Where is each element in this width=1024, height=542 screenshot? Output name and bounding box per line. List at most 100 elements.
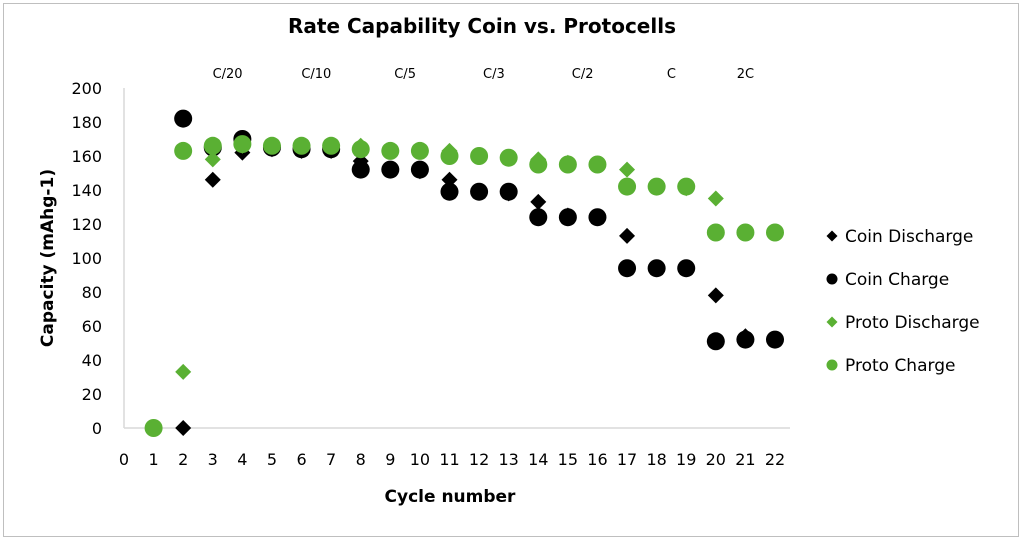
data-point [175, 420, 192, 436]
x-tick-label: 19 [676, 450, 696, 469]
data-point [381, 160, 400, 179]
data-point [530, 193, 547, 210]
data-point [204, 171, 221, 188]
x-tick-label: 16 [587, 450, 607, 469]
data-point [410, 160, 429, 179]
data-point [647, 177, 666, 196]
x-axis-label: Cycle number [385, 487, 517, 507]
x-tick-label: 1 [148, 450, 158, 469]
rate-label: 2C [737, 67, 754, 82]
rate-label: C/20 [213, 67, 243, 82]
y-tick-label: 200 [71, 79, 102, 98]
data-point [351, 160, 370, 179]
data-point [706, 223, 725, 242]
data-point [558, 155, 577, 174]
data-point [410, 141, 429, 160]
data-point [175, 363, 192, 380]
data-point [766, 330, 784, 349]
x-tick-label: 21 [735, 450, 755, 469]
data-point [618, 177, 637, 196]
chart-title: Rate Capability Coin vs. Protocells [288, 14, 676, 38]
data-point [736, 223, 755, 242]
data-point [292, 136, 311, 155]
legend: Coin Discharge Coin Charge Proto Discharge… [826, 227, 980, 376]
x-tick-label: 9 [385, 450, 395, 469]
y-tick-label: 100 [71, 249, 102, 268]
y-tick-label: 180 [71, 113, 102, 132]
data-point [233, 135, 252, 154]
x-tick-label: 0 [119, 450, 129, 469]
data-point [736, 330, 755, 349]
y-tick-label: 120 [71, 215, 102, 234]
rate-label: C/3 [483, 67, 505, 82]
x-tick-label: 15 [558, 450, 578, 469]
data-point [766, 223, 784, 242]
x-tick-label: 4 [237, 450, 247, 469]
data-point [529, 155, 548, 174]
series-proto-charge [144, 135, 784, 437]
x-tick-label: 7 [326, 450, 336, 469]
x-tick-label: 12 [469, 450, 489, 469]
data-point [351, 140, 370, 159]
x-tick-label: 20 [706, 450, 726, 469]
x-tick-label: 22 [765, 450, 785, 469]
legend-marker [826, 230, 838, 242]
legend-marker [826, 273, 838, 285]
data-point [499, 148, 518, 167]
data-point [144, 419, 163, 437]
data-point [262, 136, 281, 155]
legend-item: Coin Discharge [845, 227, 973, 247]
legend-item: Proto Discharge [845, 313, 980, 333]
x-tick-label: 18 [646, 450, 666, 469]
data-point [706, 332, 725, 351]
x-tick-label: 5 [267, 450, 277, 469]
data-point [677, 177, 696, 196]
data-point [203, 136, 222, 155]
legend-item: Coin Charge [845, 270, 949, 290]
data-point [618, 259, 637, 278]
data-point [707, 190, 724, 207]
rate-label: C/2 [572, 67, 594, 82]
legend-marker [826, 316, 838, 328]
data-point [588, 208, 607, 227]
y-tick-label: 80 [82, 283, 102, 302]
legend-marker [826, 359, 838, 371]
data-point [174, 141, 193, 160]
data-point [677, 259, 696, 278]
y-tick-label: 60 [82, 317, 102, 336]
y-tick-label: 0 [92, 419, 102, 438]
data-point [174, 109, 193, 128]
y-axis-label: Capacity (mAhg-1) [38, 169, 58, 347]
rate-label: C/10 [301, 67, 331, 82]
data-point [558, 208, 577, 227]
data-point [499, 182, 518, 201]
x-tick-label: 11 [439, 450, 459, 469]
x-tick-label: 13 [499, 450, 519, 469]
data-point [588, 155, 607, 174]
y-tick-label: 140 [71, 181, 102, 200]
data-point [529, 208, 548, 227]
x-tick-label: 3 [208, 450, 218, 469]
legend-item: Proto Charge [845, 356, 955, 376]
x-tick-label: 17 [617, 450, 637, 469]
x-tick-label: 8 [356, 450, 366, 469]
data-point [470, 182, 489, 201]
data-point [204, 151, 221, 168]
chart-frame [3, 3, 1019, 537]
y-tick-label: 160 [71, 147, 102, 166]
x-tick-label: 2 [178, 450, 188, 469]
data-point [470, 147, 489, 165]
data-point [322, 136, 341, 155]
data-point [381, 141, 400, 160]
data-point [619, 161, 636, 178]
data-point [440, 182, 459, 201]
y-tick-label: 20 [82, 385, 102, 404]
data-point [707, 287, 724, 304]
y-tick-label: 40 [82, 351, 102, 370]
rate-label: C/5 [394, 67, 416, 82]
x-tick-label: 14 [528, 450, 548, 469]
data-point [619, 227, 636, 244]
series-proto-discharge [175, 137, 783, 380]
x-tick-label: 6 [296, 450, 306, 469]
